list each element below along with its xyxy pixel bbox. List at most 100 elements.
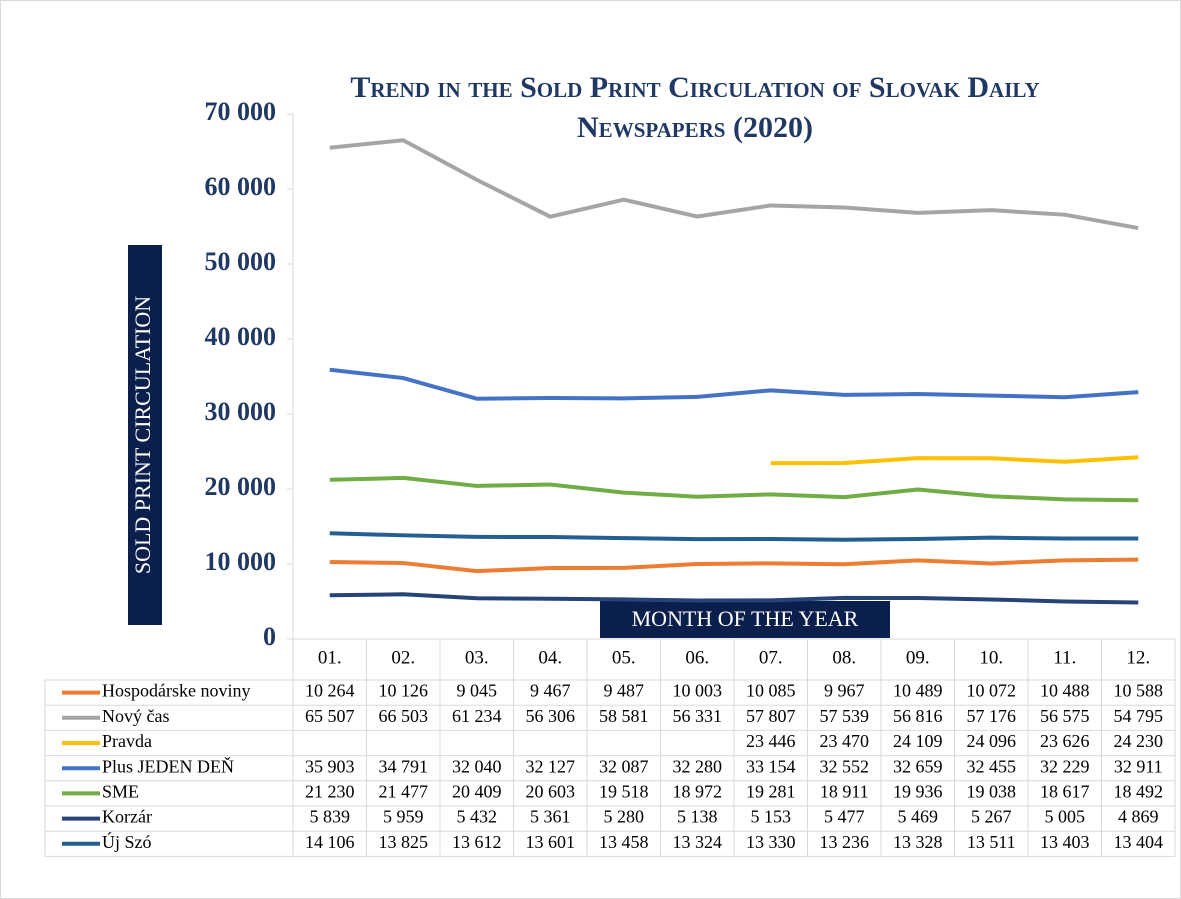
series-line: [329, 592, 1139, 605]
legend-label: Hospodárske noviny: [102, 681, 250, 701]
table-cell: 10 085: [746, 681, 796, 701]
table-cell: 9 967: [824, 681, 865, 701]
table-cell: 32 127: [526, 756, 576, 776]
y-title-box: [128, 245, 162, 625]
table-cell: 32 087: [599, 756, 649, 776]
table-cell: 24 096: [967, 731, 1017, 751]
table-cell: 32 280: [673, 756, 723, 776]
table-cell: 10 126: [379, 681, 429, 701]
x-tick-label: 05.: [612, 647, 636, 668]
table-cell: 5 267: [971, 807, 1012, 827]
y-tick-label: 20 000: [205, 472, 277, 501]
table-cell: 57 539: [820, 706, 870, 726]
table-cell: 56 331: [673, 706, 723, 726]
table-cell: 10 003: [673, 681, 723, 701]
table-cell: 54 795: [1114, 706, 1164, 726]
chart-title: Trend in the Sold Print Circulation of S…: [350, 71, 1040, 144]
table-cell: 66 503: [379, 706, 429, 726]
x-tick-label: 02.: [391, 647, 415, 668]
series-line: [329, 367, 1139, 401]
table-cell: 10 488: [1040, 681, 1090, 701]
x-tick-label: 12.: [1126, 647, 1150, 668]
table-cell: 23 446: [746, 731, 796, 751]
table-cell: 5 839: [310, 807, 351, 827]
table-cell: 13 330: [746, 832, 796, 852]
table-cell: 19 038: [967, 782, 1017, 802]
x-title-box: [600, 601, 890, 638]
table-cell: 9 467: [530, 681, 571, 701]
table-cell: 10 489: [893, 681, 943, 701]
table-cell: 32 659: [893, 756, 943, 776]
table-cell: 13 458: [599, 832, 649, 852]
table-cell: 10 588: [1114, 681, 1164, 701]
table-cell: 13 236: [820, 832, 870, 852]
y-tick-label: 50 000: [205, 247, 277, 276]
table-cell: 14 106: [305, 832, 355, 852]
series-line: [329, 531, 1139, 542]
table-cell: 13 324: [673, 832, 723, 852]
table-cell: 18 617: [1040, 782, 1090, 802]
table-cell: 5 361: [530, 807, 571, 827]
y-tick-label: 70 000: [205, 97, 277, 126]
x-tick-label: 07.: [759, 647, 783, 668]
x-tick-label: 08.: [832, 647, 856, 668]
x-tick-label: 01.: [318, 647, 342, 668]
table-cell: 5 153: [751, 807, 792, 827]
x-tick-label: 03.: [465, 647, 489, 668]
y-tick-label: 30 000: [205, 397, 277, 426]
table-cell: 19 518: [599, 782, 649, 802]
table-cell: 20 603: [526, 782, 576, 802]
legend-label: Új Szó: [102, 831, 152, 852]
legend-label: SME: [102, 782, 139, 802]
x-tick-label: 11.: [1053, 647, 1076, 668]
table-cell: 5 959: [383, 807, 424, 827]
x-tick-label: 09.: [906, 647, 930, 668]
table-cell: 10 264: [305, 681, 355, 701]
table-cell: 24 230: [1114, 731, 1164, 751]
table-cell: 10 072: [967, 681, 1017, 701]
x-tick-label: 10.: [979, 647, 1003, 668]
table-cell: 5 469: [898, 807, 939, 827]
table-cell: 18 972: [673, 782, 723, 802]
table-cell: 57 176: [967, 706, 1017, 726]
table-cell: 24 109: [893, 731, 943, 751]
table-cell: 13 403: [1040, 832, 1090, 852]
table-cell: 34 791: [379, 756, 429, 776]
table-cell: 32 552: [820, 756, 870, 776]
table-cell: 19 936: [893, 782, 943, 802]
table-cell: 32 040: [452, 756, 502, 776]
table-cell: 65 507: [305, 706, 355, 726]
table-cell: 13 612: [452, 832, 502, 852]
table-cell: 5 432: [457, 807, 498, 827]
table-cell: 13 825: [379, 832, 429, 852]
y-tick-label: 40 000: [205, 322, 277, 351]
table-cell: 5 477: [824, 807, 865, 827]
table-cell: 23 626: [1040, 731, 1090, 751]
table-cell: 61 234: [452, 706, 502, 726]
table-cell: 13 511: [967, 832, 1016, 852]
table-cell: 13 601: [526, 832, 576, 852]
table-cell: 5 280: [604, 807, 645, 827]
table-cell: 57 807: [746, 706, 796, 726]
table-cell: 18 492: [1114, 782, 1164, 802]
legend-label: Nový čas: [102, 706, 169, 726]
table-cell: 21 230: [305, 782, 355, 802]
y-tick-label: 0: [263, 622, 276, 651]
series-line: [329, 475, 1139, 503]
table-cell: 9 487: [604, 681, 645, 701]
x-tick-label: 06.: [685, 647, 709, 668]
table-cell: 20 409: [452, 782, 502, 802]
table-cell: 21 477: [379, 782, 429, 802]
y-tick-label: 60 000: [205, 172, 277, 201]
table-cell: 4 869: [1118, 807, 1159, 827]
legend-label: Plus JEDEN DEŇ: [102, 755, 234, 776]
series-line: [329, 138, 1139, 231]
table-cell: 19 281: [746, 782, 796, 802]
y-tick-label: 10 000: [205, 547, 277, 576]
table-cell: 35 903: [305, 756, 355, 776]
table-cell: 56 816: [893, 706, 943, 726]
y-axis-title: SOLD PRINT CIRCULATION: [130, 296, 155, 574]
